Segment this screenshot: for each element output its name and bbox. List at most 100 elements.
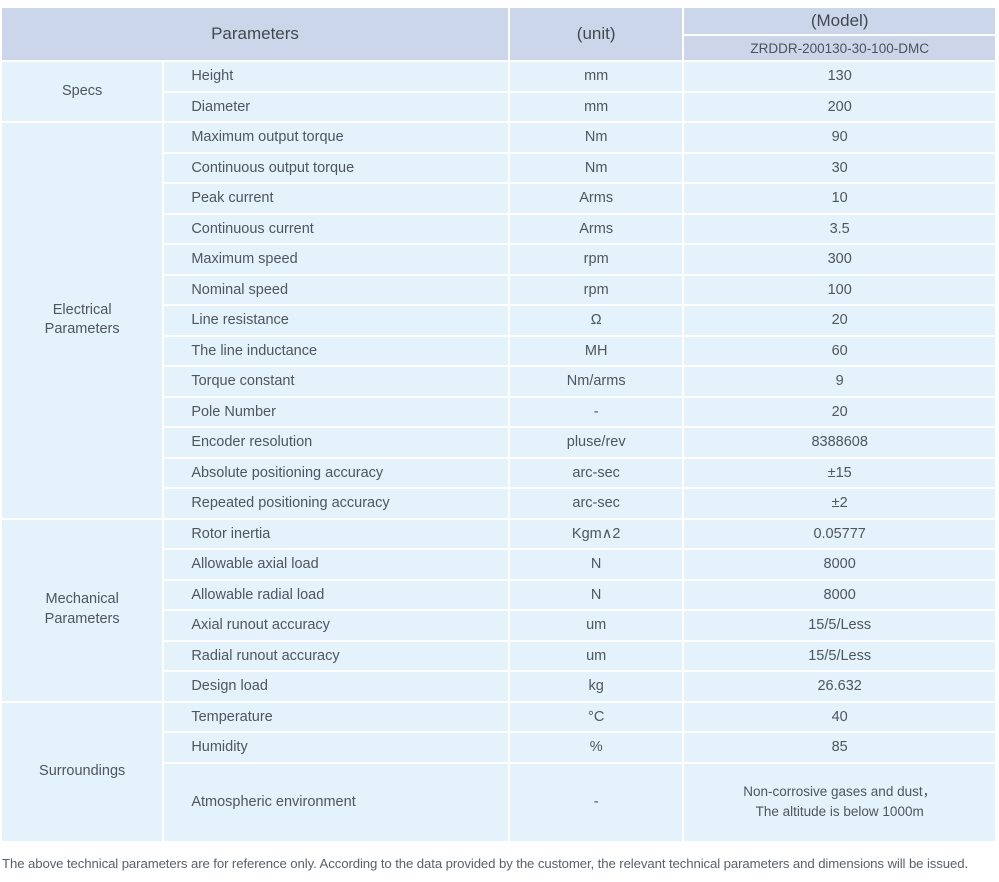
unit-cell: pluse/rev bbox=[510, 428, 683, 457]
param-cell: Repeated positioning accuracy bbox=[164, 489, 508, 518]
value-cell: 30 bbox=[684, 153, 995, 182]
table-row: Maximum speed rpm 300 bbox=[2, 245, 995, 274]
param-cell: Humidity bbox=[164, 733, 508, 762]
value-cell: 15/5/Less bbox=[684, 641, 995, 670]
param-cell: Continuous output torque bbox=[164, 153, 508, 182]
table-row: Diameter mm 200 bbox=[2, 92, 995, 121]
table-row: Mechanical Parameters Rotor inertia Kgm∧… bbox=[2, 519, 995, 701]
header-parameters: Parameters bbox=[2, 8, 508, 60]
table-row: Continuous current Arms 3.5 bbox=[2, 214, 995, 243]
param-cell: Temperature bbox=[164, 702, 508, 731]
table-row: Allowable axial load N 8000 bbox=[2, 550, 995, 579]
unit-cell: arc-sec bbox=[510, 458, 683, 487]
header-model-value: ZRDDR-200130-30-100-DMC bbox=[684, 36, 995, 60]
param-cell: Design load bbox=[164, 672, 508, 701]
header-model-row: ZRDDR-200130-30-100-DMC bbox=[2, 36, 995, 60]
value-cell: 26.632 bbox=[684, 672, 995, 701]
param-cell: Pole Number bbox=[164, 397, 508, 426]
unit-cell: Nm/arms bbox=[510, 367, 683, 396]
group-label: Mechanical Parameters bbox=[44, 591, 120, 627]
value-cell: 40 bbox=[684, 702, 995, 731]
value-cell: 90 bbox=[684, 123, 995, 152]
table-row: Pole Number - 20 bbox=[2, 397, 995, 426]
unit-cell: Nm bbox=[510, 153, 683, 182]
header-unit: (unit) bbox=[510, 8, 683, 60]
spec-table: Parameters (unit) (Model) ZRDDR-200130-3… bbox=[0, 6, 997, 843]
table-row: Continuous output torque Nm 30 bbox=[2, 153, 995, 182]
group-cell-surroundings: Surroundings bbox=[2, 702, 163, 841]
unit-cell: um bbox=[510, 611, 683, 640]
value-cell: 20 bbox=[684, 306, 995, 335]
value-cell: 0.05777 bbox=[684, 519, 995, 548]
param-cell: Radial runout accuracy bbox=[164, 641, 508, 670]
param-cell: Rotor inertia bbox=[164, 519, 508, 548]
value-cell: 130 bbox=[684, 62, 995, 91]
param-cell: Allowable radial load bbox=[164, 580, 508, 609]
unit-cell: Kgm∧2 bbox=[510, 519, 683, 548]
param-cell: Torque constant bbox=[164, 367, 508, 396]
unit-cell: rpm bbox=[510, 245, 683, 274]
unit-cell: Arms bbox=[510, 214, 683, 243]
unit-cell: % bbox=[510, 733, 683, 762]
unit-cell: MH bbox=[510, 336, 683, 365]
param-cell: Peak current bbox=[164, 184, 508, 213]
param-cell: Line resistance bbox=[164, 306, 508, 335]
value-cell: 8000 bbox=[684, 580, 995, 609]
table-row: Allowable radial load N 8000 bbox=[2, 580, 995, 609]
unit-cell: Ω bbox=[510, 306, 683, 335]
unit-cell: mm bbox=[510, 92, 683, 121]
param-cell: Encoder resolution bbox=[164, 428, 508, 457]
value-cell: 8000 bbox=[684, 550, 995, 579]
unit-cell: rpm bbox=[510, 275, 683, 304]
unit-cell: Arms bbox=[510, 184, 683, 213]
value-cell: Non-corrosive gases and dust， The altitu… bbox=[684, 763, 995, 841]
table-row: Axial runout accuracy um 15/5/Less bbox=[2, 611, 995, 640]
param-cell: Continuous current bbox=[164, 214, 508, 243]
table-row: Peak current Arms 10 bbox=[2, 184, 995, 213]
footnote: The above technical parameters are for r… bbox=[2, 855, 969, 871]
header-model: (Model) bbox=[684, 8, 995, 34]
value-cell: 3.5 bbox=[684, 214, 995, 243]
param-cell: Atmospheric environment bbox=[164, 763, 508, 841]
param-cell: Axial runout accuracy bbox=[164, 611, 508, 640]
value-cell: 300 bbox=[684, 245, 995, 274]
value-cell: 15/5/Less bbox=[684, 611, 995, 640]
table-row: Surroundings Temperature °C 40 bbox=[2, 702, 995, 841]
group-label: Specs bbox=[62, 82, 103, 99]
table-row: Atmospheric environment - Non-corrosive … bbox=[2, 763, 995, 841]
value-cell: ±15 bbox=[684, 458, 995, 487]
group-cell-electrical: Electrical Parameters bbox=[2, 123, 163, 518]
value-cell: 85 bbox=[684, 733, 995, 762]
param-cell: Maximum speed bbox=[164, 245, 508, 274]
unit-cell: mm bbox=[510, 62, 683, 91]
value-cell: 20 bbox=[684, 397, 995, 426]
value-cell: 100 bbox=[684, 275, 995, 304]
group-cell-mechanical: Mechanical Parameters bbox=[2, 519, 163, 701]
value-cell: 9 bbox=[684, 367, 995, 396]
group-label: Electrical Parameters bbox=[44, 301, 120, 338]
table-row: Torque constant Nm/arms 9 bbox=[2, 367, 995, 396]
param-cell: The line inductance bbox=[164, 336, 508, 365]
unit-cell: - bbox=[510, 397, 683, 426]
table-row: The line inductance MH 60 bbox=[2, 336, 995, 365]
unit-cell: Nm bbox=[510, 123, 683, 152]
param-cell: Nominal speed bbox=[164, 275, 508, 304]
table-row: Design load kg 26.632 bbox=[2, 672, 995, 701]
table-row: Nominal speed rpm 100 bbox=[2, 275, 995, 304]
param-cell: Diameter bbox=[164, 92, 508, 121]
table-row: Line resistance Ω 20 bbox=[2, 306, 995, 335]
param-cell: Absolute positioning accuracy bbox=[164, 458, 508, 487]
unit-cell: arc-sec bbox=[510, 489, 683, 518]
table-row: Specs Height mm 130 bbox=[2, 62, 995, 121]
unit-cell: N bbox=[510, 550, 683, 579]
value-cell: 8388608 bbox=[684, 428, 995, 457]
param-cell: Height bbox=[164, 62, 508, 91]
header-row: Parameters (unit) (Model) bbox=[2, 8, 995, 60]
value-cell: 60 bbox=[684, 336, 995, 365]
unit-cell: N bbox=[510, 580, 683, 609]
value-cell: ±2 bbox=[684, 489, 995, 518]
unit-cell: um bbox=[510, 641, 683, 670]
param-cell: Maximum output torque bbox=[164, 123, 508, 152]
table-header: Parameters (unit) (Model) ZRDDR-200130-3… bbox=[2, 8, 995, 60]
